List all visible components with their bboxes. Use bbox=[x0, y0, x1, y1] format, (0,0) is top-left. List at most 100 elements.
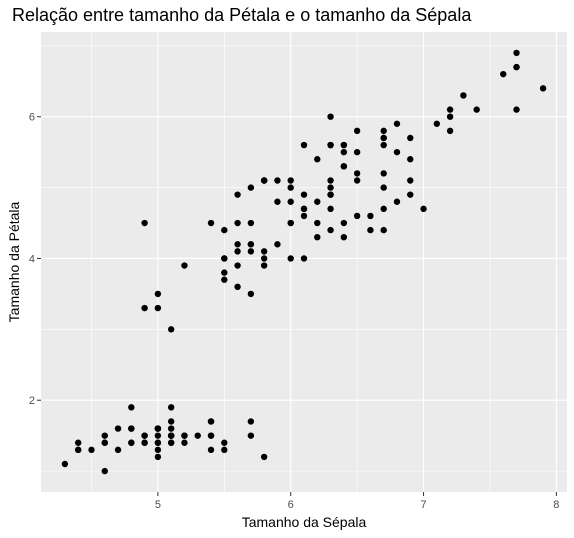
data-point bbox=[260, 255, 268, 262]
data-point bbox=[300, 205, 308, 213]
data-point bbox=[380, 205, 387, 213]
data-point bbox=[327, 191, 334, 198]
data-point bbox=[274, 241, 281, 248]
data-point bbox=[314, 219, 321, 227]
data-point bbox=[513, 63, 520, 71]
data-point bbox=[407, 156, 414, 163]
data-point bbox=[260, 248, 268, 255]
data-point bbox=[141, 304, 148, 312]
data-points bbox=[61, 49, 547, 475]
data-point bbox=[380, 134, 387, 142]
data-point bbox=[473, 106, 480, 113]
data-point bbox=[340, 148, 348, 156]
data-point bbox=[61, 460, 69, 468]
data-point bbox=[340, 163, 348, 170]
data-point bbox=[247, 248, 255, 255]
data-point bbox=[287, 198, 294, 205]
data-point bbox=[101, 467, 108, 475]
data-point bbox=[234, 191, 241, 198]
data-point bbox=[234, 283, 241, 291]
data-point bbox=[128, 439, 135, 446]
y-tick-label: 6 bbox=[29, 112, 35, 124]
x-tick-label: 6 bbox=[288, 499, 294, 511]
data-point bbox=[393, 120, 401, 127]
data-point bbox=[353, 148, 361, 156]
y-axis-ticks: 2 4 6 bbox=[29, 112, 41, 407]
plot-panel bbox=[41, 32, 567, 492]
data-point bbox=[260, 262, 268, 269]
data-point bbox=[340, 141, 348, 149]
data-point bbox=[327, 177, 334, 184]
data-point bbox=[300, 141, 308, 149]
data-point bbox=[247, 219, 255, 227]
data-point bbox=[181, 262, 188, 269]
data-point bbox=[513, 106, 520, 113]
data-point bbox=[353, 127, 361, 135]
data-point bbox=[247, 432, 255, 439]
data-point bbox=[207, 219, 215, 227]
data-point bbox=[446, 127, 454, 135]
data-point bbox=[167, 418, 175, 425]
data-point bbox=[74, 446, 82, 454]
data-point bbox=[154, 439, 162, 446]
data-point bbox=[513, 49, 520, 57]
data-point bbox=[433, 120, 441, 127]
data-point bbox=[88, 446, 95, 454]
data-point bbox=[234, 262, 241, 269]
data-point bbox=[393, 148, 401, 156]
data-point bbox=[221, 446, 228, 454]
data-point bbox=[539, 85, 547, 92]
data-point bbox=[167, 432, 175, 439]
data-point bbox=[314, 156, 321, 163]
data-point bbox=[101, 439, 108, 446]
data-point bbox=[260, 453, 268, 461]
data-point bbox=[221, 255, 228, 262]
data-point bbox=[114, 425, 122, 432]
x-axis-title: Tamanho da Sépala bbox=[242, 514, 367, 530]
minor-gridlines bbox=[41, 32, 567, 492]
data-point bbox=[207, 432, 215, 439]
data-point bbox=[500, 70, 507, 78]
data-point bbox=[141, 439, 148, 446]
data-point bbox=[194, 432, 201, 439]
y-tick-label: 4 bbox=[29, 253, 35, 265]
data-point bbox=[327, 113, 334, 120]
data-point bbox=[446, 113, 454, 120]
data-point bbox=[446, 106, 454, 113]
data-point bbox=[234, 241, 241, 248]
data-point bbox=[274, 177, 281, 184]
data-point bbox=[327, 141, 334, 149]
data-point bbox=[128, 425, 135, 432]
data-point bbox=[367, 226, 374, 234]
data-point bbox=[128, 404, 135, 411]
y-axis-title: Tamanho da Pétala bbox=[6, 201, 22, 322]
data-point bbox=[287, 219, 294, 227]
data-point bbox=[407, 177, 414, 184]
x-tick-label: 7 bbox=[420, 499, 426, 511]
data-point bbox=[247, 290, 255, 298]
data-point bbox=[221, 439, 228, 446]
data-point bbox=[221, 276, 228, 283]
data-point bbox=[181, 432, 188, 439]
data-point bbox=[114, 446, 122, 454]
data-point bbox=[234, 248, 241, 255]
chart-title: Relação entre tamanho da Pétala e o tama… bbox=[12, 5, 472, 25]
data-point bbox=[353, 177, 361, 184]
data-point bbox=[74, 439, 82, 446]
data-point bbox=[314, 198, 321, 205]
data-point bbox=[154, 446, 162, 454]
data-point bbox=[314, 233, 321, 241]
data-point bbox=[300, 191, 308, 198]
data-point bbox=[300, 212, 308, 220]
data-point bbox=[420, 205, 427, 213]
data-point bbox=[167, 326, 175, 333]
data-point bbox=[154, 290, 162, 298]
x-tick-label: 5 bbox=[155, 499, 161, 511]
data-point bbox=[353, 170, 361, 177]
data-point bbox=[154, 425, 162, 432]
y-tick-label: 2 bbox=[29, 395, 35, 407]
data-point bbox=[340, 219, 348, 227]
data-point bbox=[367, 212, 374, 220]
x-axis-ticks: 5 6 7 8 bbox=[155, 492, 559, 511]
data-point bbox=[167, 439, 175, 446]
